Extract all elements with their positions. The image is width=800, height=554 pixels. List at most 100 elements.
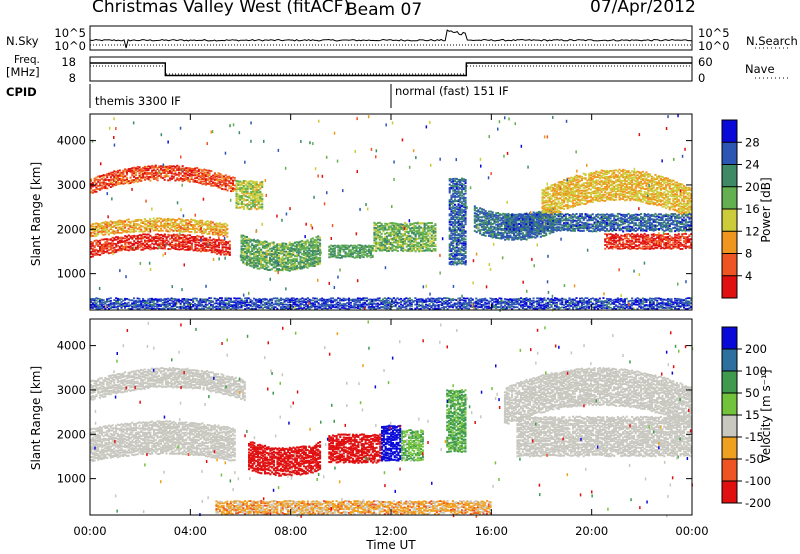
heatmap-cell bbox=[203, 250, 206, 252]
heatmap-cell bbox=[160, 175, 163, 178]
heatmap-cell bbox=[158, 236, 161, 239]
heatmap-cell bbox=[631, 245, 634, 248]
heatmap-cell bbox=[386, 237, 389, 240]
heatmap-cell bbox=[622, 168, 625, 171]
heatmap-cell bbox=[400, 235, 403, 238]
heatmap-cell bbox=[475, 223, 478, 226]
heatmap-cell bbox=[183, 169, 186, 172]
heatmap-cell bbox=[90, 225, 93, 228]
heatmap-cell bbox=[598, 194, 601, 196]
heatmap-cell bbox=[412, 247, 415, 250]
heatmap-cell bbox=[189, 246, 192, 249]
heatmap-cell bbox=[259, 203, 262, 206]
heatmap-cell bbox=[649, 189, 652, 192]
heatmap-cell bbox=[375, 235, 378, 238]
heatmap-cell bbox=[252, 196, 255, 199]
heatmap-cell bbox=[108, 172, 111, 175]
heatmap-cell bbox=[294, 245, 297, 248]
heatmap-cell bbox=[656, 181, 659, 184]
heatmap-cell bbox=[649, 174, 652, 177]
heatmap-cell bbox=[604, 187, 607, 190]
heatmap-cell bbox=[176, 248, 179, 251]
heatmap-cell bbox=[177, 230, 180, 233]
heatmap-cell bbox=[575, 189, 578, 192]
heatmap-cell bbox=[292, 260, 295, 263]
heatmap-cell bbox=[645, 191, 648, 194]
heatmap-cell bbox=[180, 241, 183, 244]
heatmap-cell bbox=[186, 224, 189, 227]
heatmap-cell bbox=[434, 232, 437, 235]
heatmap-cell bbox=[257, 183, 260, 186]
heatmap-cell bbox=[185, 238, 188, 241]
heatmap-cell bbox=[136, 180, 139, 183]
heatmap-cell bbox=[622, 172, 625, 175]
heatmap-cell bbox=[500, 225, 503, 227]
heatmap-cell bbox=[205, 243, 208, 246]
heatmap-cell bbox=[176, 167, 179, 170]
heatmap-cell bbox=[285, 257, 288, 260]
heatmap-cell bbox=[541, 189, 544, 191]
heatmap-cell bbox=[423, 222, 426, 225]
heatmap-cell bbox=[259, 190, 262, 193]
heatmap-cell bbox=[377, 234, 380, 237]
heatmap-cell bbox=[681, 198, 684, 201]
heatmap-cell bbox=[249, 264, 252, 267]
heatmap-cell bbox=[199, 178, 202, 181]
heatmap-cell bbox=[124, 230, 127, 232]
heatmap-cell bbox=[339, 247, 342, 250]
heatmap-cell bbox=[559, 184, 562, 187]
heatmap-cell bbox=[623, 183, 626, 185]
heatmap-cell bbox=[632, 188, 635, 191]
heatmap-cell bbox=[665, 187, 668, 190]
heatmap-cell bbox=[684, 236, 687, 239]
heatmap-cell bbox=[187, 179, 190, 182]
heatmap-cell bbox=[106, 243, 109, 246]
heatmap-cell bbox=[649, 179, 652, 182]
heatmap-cell bbox=[117, 236, 120, 239]
heatmap-cell bbox=[204, 229, 207, 231]
heatmap-cell bbox=[589, 181, 592, 184]
heatmap-cell bbox=[589, 188, 592, 191]
heatmap-cell bbox=[171, 235, 174, 238]
heatmap-cell bbox=[584, 186, 587, 189]
heatmap-cell bbox=[604, 193, 607, 196]
heatmap-cell bbox=[172, 223, 175, 226]
heatmap-cell bbox=[149, 238, 152, 241]
heatmap-cell bbox=[429, 248, 432, 251]
heatmap-cell bbox=[255, 186, 258, 189]
heatmap-cell bbox=[199, 236, 202, 239]
heatmap-cell bbox=[106, 224, 109, 227]
heatmap-cell bbox=[245, 247, 248, 250]
heatmap-cell bbox=[530, 226, 533, 229]
heatmap-cell bbox=[396, 228, 399, 231]
heatmap-cell bbox=[278, 263, 281, 266]
heatmap-cell bbox=[629, 239, 632, 242]
heatmap-cell bbox=[177, 228, 180, 231]
heatmap-cell bbox=[640, 189, 643, 192]
heatmap-cell bbox=[254, 251, 257, 254]
heatmap-cell bbox=[606, 169, 609, 172]
heatmap-cell bbox=[235, 187, 238, 190]
heatmap-cell bbox=[683, 233, 686, 235]
heatmap-cell bbox=[411, 231, 414, 234]
heatmap-cell bbox=[252, 202, 255, 205]
heatmap-cell bbox=[283, 242, 286, 245]
heatmap-cell bbox=[135, 242, 138, 244]
heatmap-cell bbox=[647, 234, 650, 237]
heatmap-cell bbox=[579, 195, 582, 198]
heatmap-cell bbox=[479, 230, 482, 233]
heatmap-cell bbox=[647, 181, 650, 184]
heatmap-cell bbox=[171, 243, 174, 246]
heatmap-cell bbox=[186, 226, 189, 229]
heatmap-cell bbox=[201, 219, 204, 222]
heatmap-cell bbox=[572, 179, 575, 181]
heatmap-cell bbox=[313, 254, 316, 257]
heatmap-cell bbox=[176, 178, 179, 181]
heatmap-cell bbox=[661, 205, 664, 208]
heatmap-cell bbox=[566, 182, 569, 184]
heatmap-cell bbox=[362, 251, 365, 254]
heatmap-cell bbox=[111, 240, 114, 243]
heatmap-cell bbox=[640, 235, 643, 238]
heatmap-cell bbox=[251, 263, 254, 266]
heatmap-cell bbox=[625, 191, 628, 194]
